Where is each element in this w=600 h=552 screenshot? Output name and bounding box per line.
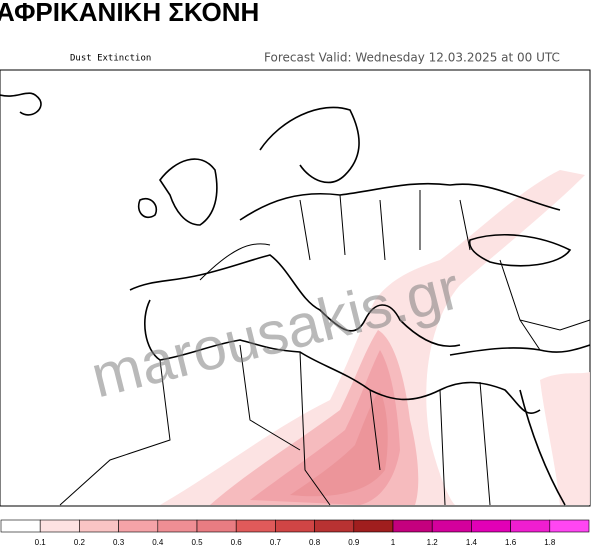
legend-label: 0.9 bbox=[348, 538, 360, 547]
legend: 0.1 0.2 0.3 0.4 0.5 0.6 0.7 0.8 0.9 1 1.2 1.4 1.6 1.8 bbox=[0, 519, 590, 547]
legend-swatch bbox=[79, 519, 119, 533]
legend-swatch bbox=[196, 519, 237, 533]
legend-swatch bbox=[471, 519, 511, 533]
legend-swatch bbox=[118, 519, 159, 533]
product-name: Dust Extinction bbox=[70, 54, 151, 64]
legend-swatch bbox=[39, 519, 80, 533]
legend-label: 1 bbox=[391, 538, 396, 547]
legend-label: 0.8 bbox=[309, 538, 321, 547]
legend-label: 0.6 bbox=[231, 538, 243, 547]
legend-swatch bbox=[275, 519, 315, 533]
legend-swatch bbox=[431, 519, 472, 533]
legend-label: 1.2 bbox=[427, 538, 439, 547]
legend-label: 0.1 bbox=[35, 538, 47, 547]
legend-label: 1.6 bbox=[505, 538, 517, 547]
legend-label: 0.4 bbox=[152, 538, 164, 547]
legend-swatch bbox=[549, 519, 590, 533]
legend-swatch bbox=[157, 519, 198, 533]
legend-swatch bbox=[0, 519, 41, 533]
legend-label: 0.7 bbox=[270, 538, 282, 547]
legend-label: 1.8 bbox=[544, 538, 556, 547]
legend-label: 0.2 bbox=[74, 538, 86, 547]
legend-swatch bbox=[510, 519, 551, 533]
legend-label: 0.3 bbox=[113, 538, 125, 547]
coastlines bbox=[0, 92, 591, 506]
legend-swatch bbox=[314, 519, 355, 533]
dust-plume bbox=[160, 170, 590, 505]
legend-label: 1.4 bbox=[466, 538, 478, 547]
legend-label: 0.5 bbox=[191, 538, 203, 547]
legend-swatch bbox=[235, 519, 276, 533]
forecast-time: Forecast Valid: Wednesday 12.03.2025 at … bbox=[264, 51, 560, 65]
legend-swatch bbox=[392, 519, 433, 533]
map: marousakis.gr bbox=[0, 69, 591, 507]
page-title: ΑΦΡΙΚΑΝΙΚΗ ΣΚΟΝΗ bbox=[0, 0, 259, 27]
borders bbox=[59, 190, 591, 506]
legend-swatch bbox=[353, 519, 394, 533]
